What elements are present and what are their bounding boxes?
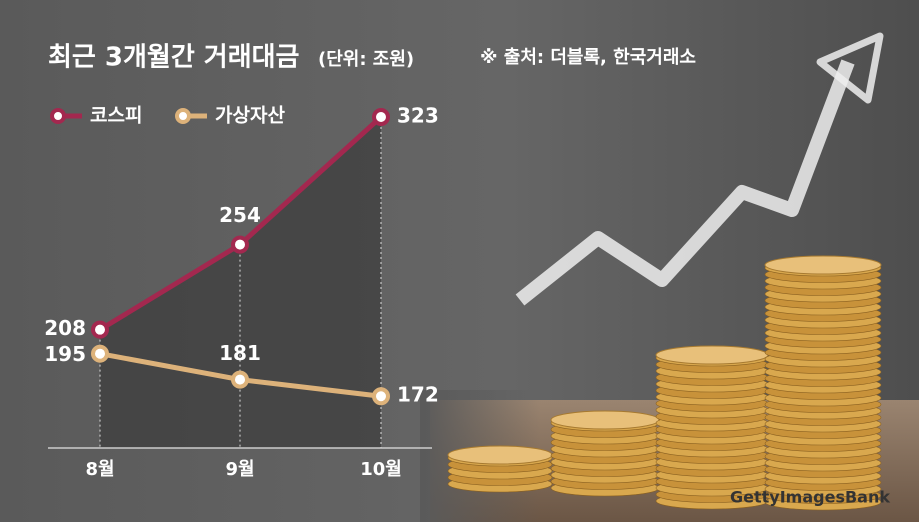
x-tick-label: 10월 [360, 459, 402, 480]
value-label: 172 [397, 383, 439, 407]
coin-top [550, 410, 660, 430]
legend-marker [50, 108, 66, 124]
point [231, 370, 249, 389]
coin-top [447, 445, 553, 465]
legend-label: 코스피 [90, 105, 142, 127]
x-tick-label: 8월 [85, 459, 114, 480]
value-label: 181 [219, 341, 261, 365]
point [91, 344, 109, 363]
source: ※ 출처: 더블록, 한국거래소 [480, 47, 696, 68]
coin-stacks [447, 255, 882, 511]
value-label: 254 [219, 203, 261, 227]
value-label: 323 [397, 104, 439, 128]
coin-top [655, 345, 769, 365]
point [91, 320, 109, 339]
chart-title: 최근 3개월간 거래대금 [48, 43, 300, 73]
chart-subtitle: (단위: 조원) [318, 49, 414, 70]
value-label: 195 [44, 342, 86, 366]
arrow-shaft [515, 59, 855, 306]
credit: GettyImagesBank [730, 488, 890, 507]
legend-marker [175, 108, 191, 124]
x-tick-label: 9월 [225, 459, 254, 480]
point [372, 108, 390, 126]
point [231, 235, 249, 254]
value-label: 208 [44, 316, 86, 340]
coin-top [764, 255, 882, 275]
point [372, 387, 390, 406]
arrow-head [816, 32, 884, 104]
legend-label: 가상자산 [215, 105, 285, 127]
